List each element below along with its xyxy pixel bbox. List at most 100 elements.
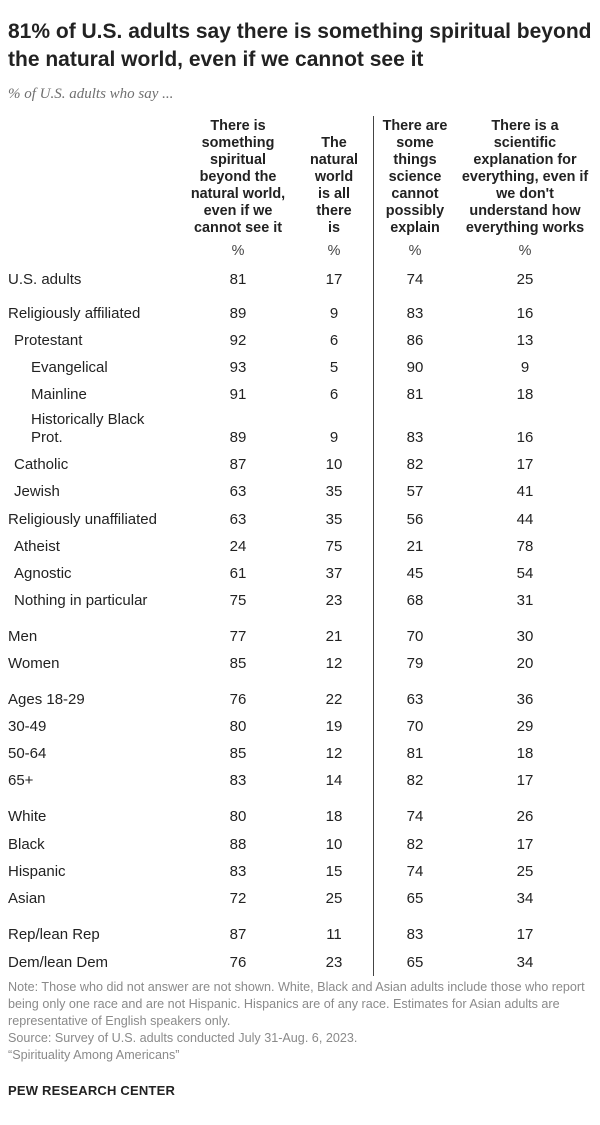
row-label: Dem/lean Dem <box>8 954 109 971</box>
table-cell: 21 <box>325 628 343 645</box>
row-label: Women <box>8 655 60 672</box>
table-cell: 6 <box>329 386 339 403</box>
row-label: Nothing in particular <box>14 592 148 609</box>
table-cell: 76 <box>229 691 247 708</box>
column-divider <box>373 116 374 976</box>
row-label: Protestant <box>14 332 83 349</box>
table-cell: 89 <box>229 305 247 322</box>
table-cell: 25 <box>516 271 534 288</box>
table-cell: 75 <box>229 592 247 609</box>
table-cell: 72 <box>229 890 247 907</box>
notes-block: Note: Those who did not answer are not s… <box>8 979 593 1064</box>
table-cell: 80 <box>229 718 247 735</box>
table-cell: 11 <box>326 926 342 943</box>
table-cell: 91 <box>229 386 247 403</box>
table-cell: 36 <box>516 691 534 708</box>
table-cell: 65 <box>406 954 424 971</box>
table-cell: 17 <box>516 456 534 473</box>
table-cell: 87 <box>229 926 247 943</box>
table-cell: 54 <box>516 565 534 582</box>
table-cell: 24 <box>229 538 247 555</box>
table-cell: 45 <box>406 565 424 582</box>
table-cell: 13 <box>516 332 534 349</box>
row-label: Evangelical <box>31 359 108 376</box>
table-cell: 65 <box>406 890 424 907</box>
table-cell: 10 <box>325 836 343 853</box>
row-label: 50-64 <box>8 745 47 762</box>
table-cell: 83 <box>229 772 247 789</box>
row-label: 30-49 <box>8 718 47 735</box>
report-title-text: “Spirituality Among Americans” <box>8 1048 180 1062</box>
table-cell: 17 <box>325 271 343 288</box>
table-cell: 74 <box>406 271 424 288</box>
column-header: There is something spiritual beyond the natu… <box>190 118 286 236</box>
row-label: Black <box>8 836 45 853</box>
table-cell: 21 <box>406 538 424 555</box>
table-cell: 68 <box>406 592 424 609</box>
table-cell: 23 <box>325 592 343 609</box>
table-cell: 34 <box>516 954 534 971</box>
chart-title: 81% of U.S. adults say there is somethin… <box>8 20 592 71</box>
row-label: Religiously unaffiliated <box>8 511 157 528</box>
table-cell: 25 <box>325 890 343 907</box>
row-label: Religiously affiliated <box>8 305 141 322</box>
table-cell: 18 <box>325 808 343 825</box>
row-label: White <box>8 808 47 825</box>
table-cell: 10 <box>325 456 343 473</box>
table-cell: 35 <box>325 483 343 500</box>
table-cell: 82 <box>406 836 424 853</box>
table-cell: 81 <box>406 386 424 403</box>
table-cell: 82 <box>406 772 424 789</box>
table-cell: 83 <box>406 926 424 943</box>
column-unit: % <box>518 243 532 259</box>
table-cell: 83 <box>229 863 247 880</box>
table-cell: 57 <box>406 483 424 500</box>
table-cell: 78 <box>516 538 534 555</box>
table-cell: 16 <box>516 305 534 322</box>
table-cell: 81 <box>229 271 247 288</box>
table-cell: 81 <box>406 745 424 762</box>
row-label: Historically Black Prot. <box>31 411 145 446</box>
table-cell: 19 <box>325 718 343 735</box>
table-cell: 9 <box>520 359 530 376</box>
table-cell: 23 <box>325 954 343 971</box>
pew-research-center-logo: PEW RESEARCH CENTER <box>8 1083 176 1098</box>
table-cell: 74 <box>406 808 424 825</box>
table-cell: 74 <box>406 863 424 880</box>
table-cell: 70 <box>406 718 424 735</box>
table-cell: 31 <box>516 592 534 609</box>
table-cell: 82 <box>406 456 424 473</box>
row-label: Agnostic <box>14 565 72 582</box>
row-label: U.S. adults <box>8 271 82 288</box>
column-header: There are some things science cannot possibly… <box>382 118 448 236</box>
row-label: Jewish <box>14 483 60 500</box>
column-header: There is a scientific explanation for ev… <box>461 118 589 236</box>
row-label: Ages 18-29 <box>8 691 85 708</box>
table-cell: 85 <box>229 745 247 762</box>
table-cell: 85 <box>229 655 247 672</box>
table-cell: 63 <box>229 483 247 500</box>
row-label: Catholic <box>14 456 69 473</box>
table-cell: 44 <box>516 511 534 528</box>
table-cell: 88 <box>229 836 247 853</box>
chart-subtitle: % of U.S. adults who say ... <box>8 86 174 102</box>
table-cell: 34 <box>516 890 534 907</box>
column-unit: % <box>408 243 422 259</box>
table-cell: 20 <box>516 655 534 672</box>
table-cell: 14 <box>325 772 343 789</box>
table-cell: 35 <box>325 511 343 528</box>
table-cell: 9 <box>329 305 339 322</box>
table-cell: 77 <box>229 628 247 645</box>
table-cell: 79 <box>406 655 424 672</box>
table-cell: 30 <box>516 628 534 645</box>
table-cell: 56 <box>406 511 424 528</box>
source-text: Source: Survey of U.S. adults conducted … <box>8 1031 358 1045</box>
table-cell: 76 <box>229 954 247 971</box>
table-cell: 18 <box>516 386 534 403</box>
table-cell: 63 <box>406 691 424 708</box>
table-cell: 93 <box>229 359 247 376</box>
row-label: Men <box>8 628 38 645</box>
table-cell: 83 <box>406 429 424 446</box>
column-unit: % <box>231 243 245 259</box>
table-cell: 37 <box>325 565 343 582</box>
